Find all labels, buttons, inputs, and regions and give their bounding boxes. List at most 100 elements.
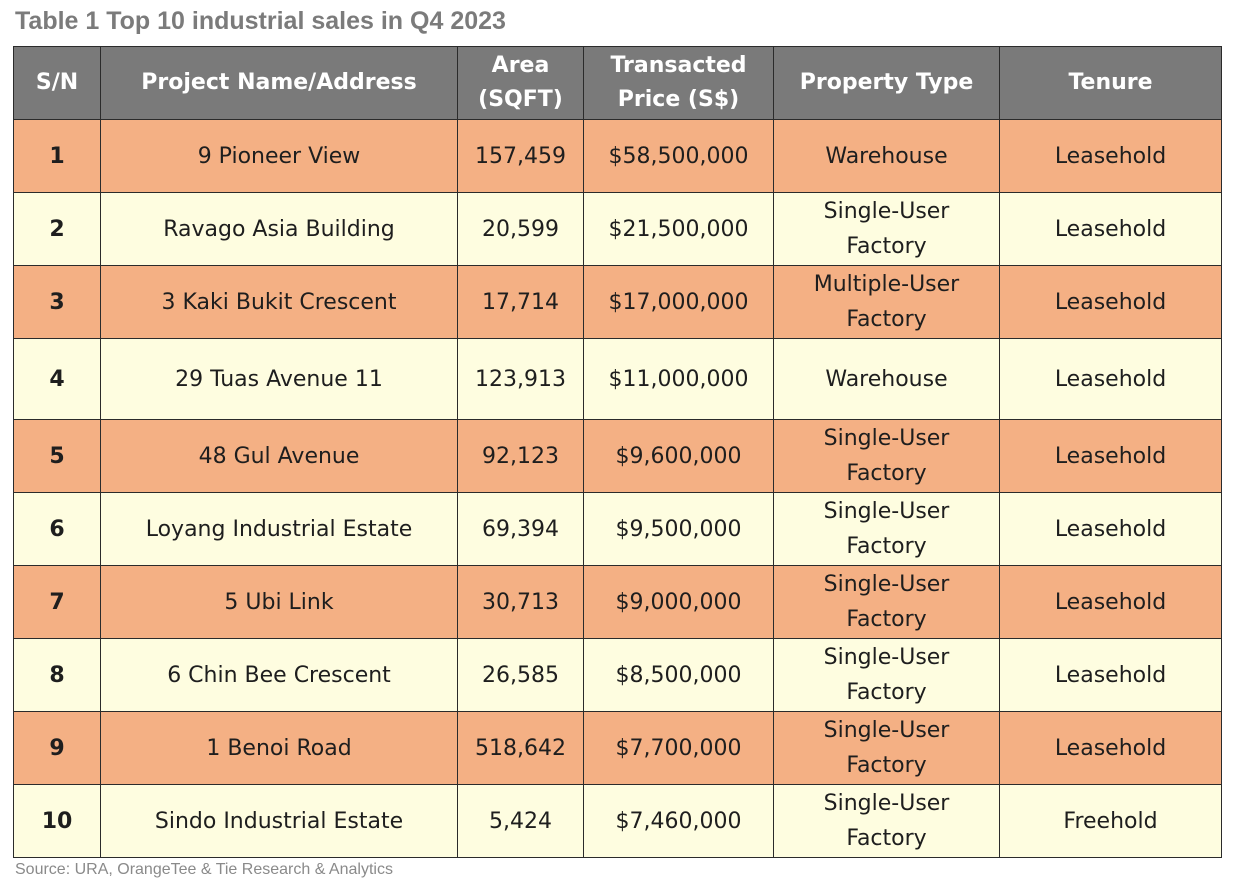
cell-tenure: Leasehold: [1000, 120, 1222, 193]
cell-sn: 3: [14, 266, 101, 339]
cell-property-type: Single-User Factory: [774, 639, 1000, 712]
cell-tenure: Leasehold: [1000, 339, 1222, 420]
cell-price: $58,500,000: [584, 120, 774, 193]
table-row: 6 Loyang Industrial Estate 69,394 $9,500…: [14, 493, 1222, 566]
cell-area: 123,913: [458, 339, 584, 420]
cell-project: 29 Tuas Avenue 11: [101, 339, 458, 420]
property-type-line1: Single-User: [778, 567, 995, 602]
table-header-row: S/N Project Name/Address Area (SQFT) Tra…: [14, 47, 1222, 120]
header-price-line1: Transacted: [588, 49, 769, 83]
cell-sn: 7: [14, 566, 101, 639]
table-row: 8 6 Chin Bee Crescent 26,585 $8,500,000 …: [14, 639, 1222, 712]
source-note: Source: URA, OrangeTee & Tie Research & …: [15, 861, 393, 879]
table-row: 10 Sindo Industrial Estate 5,424 $7,460,…: [14, 785, 1222, 858]
cell-project: 3 Kaki Bukit Crescent: [101, 266, 458, 339]
cell-price: $9,500,000: [584, 493, 774, 566]
cell-project: Ravago Asia Building: [101, 193, 458, 266]
cell-area: 92,123: [458, 420, 584, 493]
property-type-line1: Single-User: [778, 194, 995, 229]
property-type-line1: Warehouse: [778, 139, 995, 174]
cell-sn: 8: [14, 639, 101, 712]
property-type-line1: Warehouse: [778, 362, 995, 397]
header-area-line1: Area: [462, 49, 579, 83]
cell-tenure: Leasehold: [1000, 420, 1222, 493]
cell-tenure: Leasehold: [1000, 493, 1222, 566]
header-price: Transacted Price (S$): [584, 47, 774, 120]
cell-price: $7,460,000: [584, 785, 774, 858]
cell-tenure: Leasehold: [1000, 566, 1222, 639]
cell-area: 30,713: [458, 566, 584, 639]
cell-property-type: Warehouse: [774, 339, 1000, 420]
table-row: 1 9 Pioneer View 157,459 $58,500,000 War…: [14, 120, 1222, 193]
property-type-line1: Multiple-User: [778, 267, 995, 302]
cell-sn: 1: [14, 120, 101, 193]
cell-project: 6 Chin Bee Crescent: [101, 639, 458, 712]
cell-sn: 6: [14, 493, 101, 566]
property-type-line1: Single-User: [778, 421, 995, 456]
cell-project: 48 Gul Avenue: [101, 420, 458, 493]
cell-area: 518,642: [458, 712, 584, 785]
cell-tenure: Freehold: [1000, 785, 1222, 858]
property-type-line2: Factory: [778, 821, 995, 856]
property-type-line2: Factory: [778, 456, 995, 491]
cell-price: $7,700,000: [584, 712, 774, 785]
cell-property-type: Single-User Factory: [774, 566, 1000, 639]
table-title: Table 1 Top 10 industrial sales in Q4 20…: [15, 7, 506, 36]
cell-area: 69,394: [458, 493, 584, 566]
table-row: 2 Ravago Asia Building 20,599 $21,500,00…: [14, 193, 1222, 266]
cell-project: Loyang Industrial Estate: [101, 493, 458, 566]
cell-area: 17,714: [458, 266, 584, 339]
table-row: 3 3 Kaki Bukit Crescent 17,714 $17,000,0…: [14, 266, 1222, 339]
header-area-line2: (SQFT): [462, 83, 579, 117]
cell-price: $21,500,000: [584, 193, 774, 266]
table-row: 9 1 Benoi Road 518,642 $7,700,000 Single…: [14, 712, 1222, 785]
cell-property-type: Single-User Factory: [774, 493, 1000, 566]
header-property-type: Property Type: [774, 47, 1000, 120]
cell-area: 20,599: [458, 193, 584, 266]
cell-sn: 2: [14, 193, 101, 266]
cell-project: 1 Benoi Road: [101, 712, 458, 785]
cell-sn: 4: [14, 339, 101, 420]
property-type-line2: Factory: [778, 602, 995, 637]
cell-property-type: Single-User Factory: [774, 785, 1000, 858]
property-type-line2: Factory: [778, 529, 995, 564]
cell-property-type: Single-User Factory: [774, 712, 1000, 785]
property-type-line2: Factory: [778, 302, 995, 337]
property-type-line2: Factory: [778, 229, 995, 264]
cell-sn: 10: [14, 785, 101, 858]
property-type-line2: Factory: [778, 675, 995, 710]
table-row: 7 5 Ubi Link 30,713 $9,000,000 Single-Us…: [14, 566, 1222, 639]
cell-property-type: Multiple-User Factory: [774, 266, 1000, 339]
cell-project: 9 Pioneer View: [101, 120, 458, 193]
cell-tenure: Leasehold: [1000, 712, 1222, 785]
cell-property-type: Single-User Factory: [774, 420, 1000, 493]
cell-area: 5,424: [458, 785, 584, 858]
cell-tenure: Leasehold: [1000, 193, 1222, 266]
table-row: 5 48 Gul Avenue 92,123 $9,600,000 Single…: [14, 420, 1222, 493]
cell-area: 157,459: [458, 120, 584, 193]
table-row: 4 29 Tuas Avenue 11 123,913 $11,000,000 …: [14, 339, 1222, 420]
cell-tenure: Leasehold: [1000, 639, 1222, 712]
cell-price: $9,600,000: [584, 420, 774, 493]
cell-sn: 9: [14, 712, 101, 785]
cell-property-type: Single-User Factory: [774, 193, 1000, 266]
cell-area: 26,585: [458, 639, 584, 712]
property-type-line2: Factory: [778, 748, 995, 783]
header-project: Project Name/Address: [101, 47, 458, 120]
industrial-sales-table: S/N Project Name/Address Area (SQFT) Tra…: [13, 46, 1222, 858]
cell-tenure: Leasehold: [1000, 266, 1222, 339]
property-type-line1: Single-User: [778, 640, 995, 675]
property-type-line1: Single-User: [778, 494, 995, 529]
property-type-line1: Single-User: [778, 713, 995, 748]
cell-project: 5 Ubi Link: [101, 566, 458, 639]
cell-property-type: Warehouse: [774, 120, 1000, 193]
cell-project: Sindo Industrial Estate: [101, 785, 458, 858]
header-price-line2: Price (S$): [588, 83, 769, 117]
header-sn: S/N: [14, 47, 101, 120]
cell-price: $9,000,000: [584, 566, 774, 639]
header-tenure: Tenure: [1000, 47, 1222, 120]
cell-price: $8,500,000: [584, 639, 774, 712]
header-area: Area (SQFT): [458, 47, 584, 120]
property-type-line1: Single-User: [778, 786, 995, 821]
cell-price: $17,000,000: [584, 266, 774, 339]
